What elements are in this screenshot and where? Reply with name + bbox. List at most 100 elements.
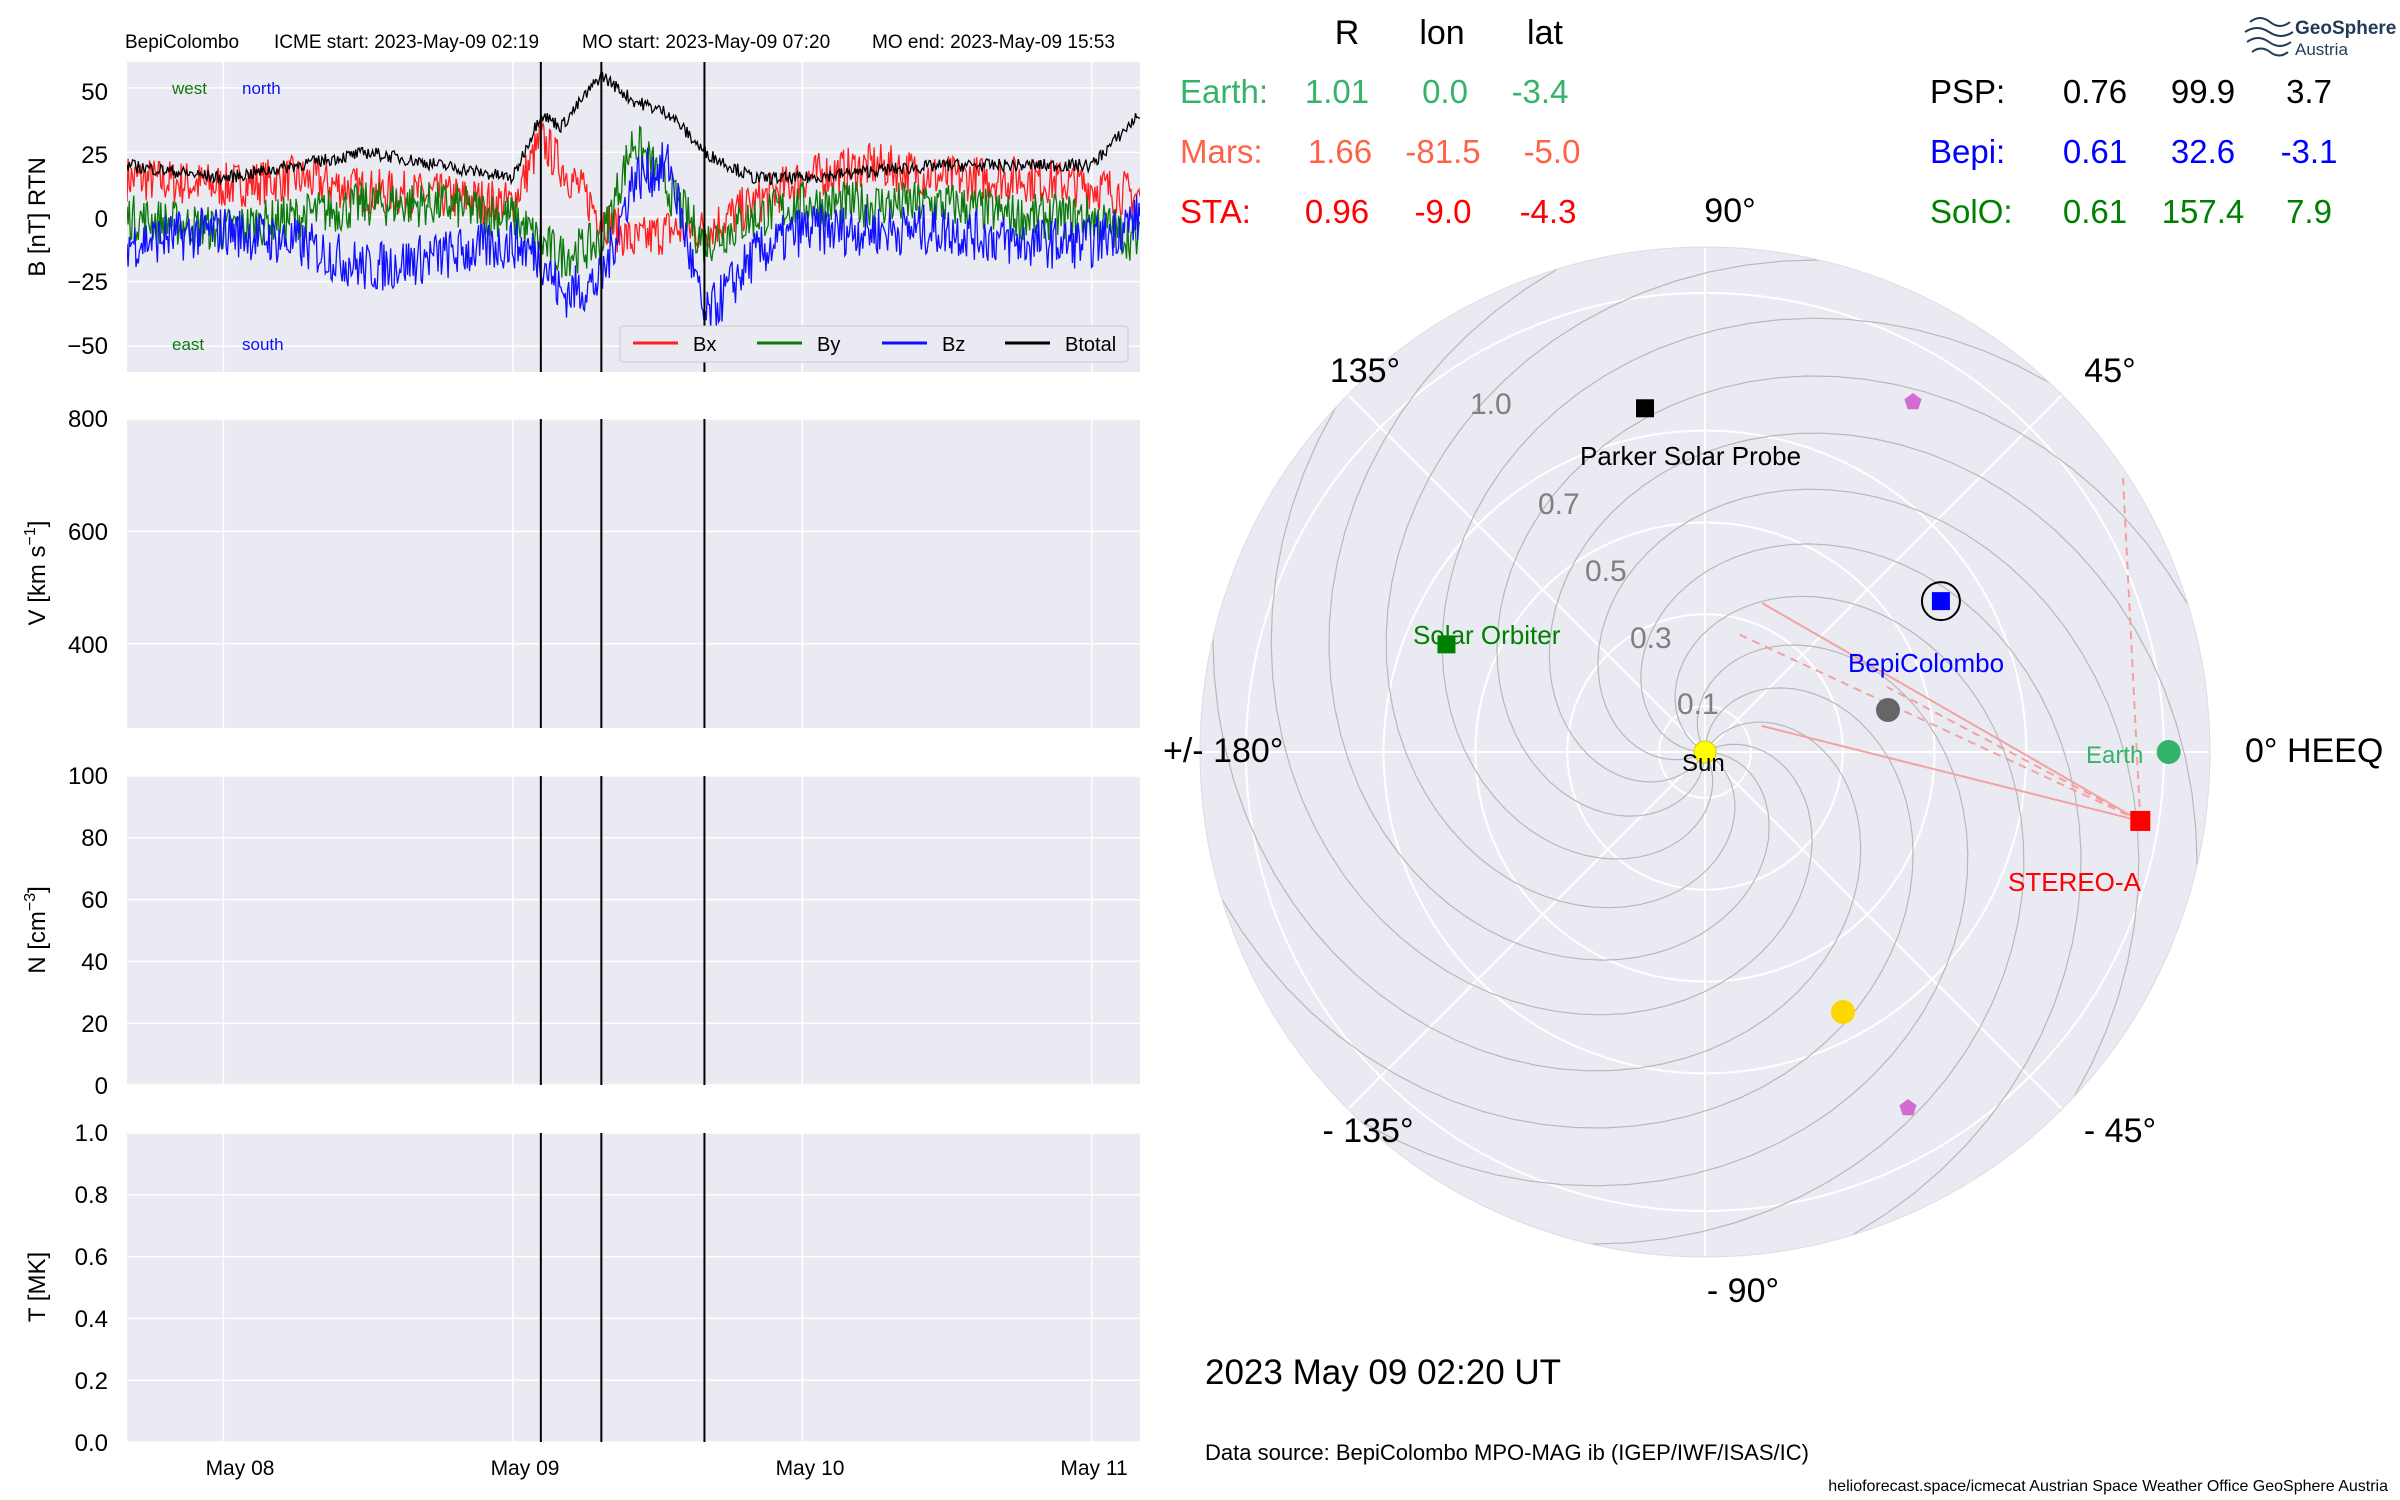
body-marker [1904,393,1922,410]
series-by [127,125,1140,278]
positions-table-left: Earth: 1.01 0.0 -3.4 Mars: 1.66 -81.5 -5… [1180,73,1580,230]
label-east: east [172,335,204,354]
ylabel-end: ] [24,521,51,528]
label-psp: Parker Solar Probe [1580,441,1801,471]
xtick-label: May 09 [491,1457,560,1480]
legend-label: Bz [942,334,965,356]
ylabel-main: N [cm [24,911,51,974]
polar-radial-labels: 0.1 0.3 0.5 0.7 1.0 [1470,388,1719,721]
ylabel-main: V [km s [24,545,51,625]
radial-label: 0.7 [1538,488,1580,521]
earth-marker [2156,740,2181,764]
panel-v-yticks: 800 600 400 [68,406,108,659]
ytick-label: 40 [81,949,108,976]
x-ticks: May 08 May 09 May 10 May 11 [206,1457,1128,1480]
cell-name: Mars: [1180,133,1263,170]
ylabel-sup: −1 [22,527,39,545]
logo-wave [2246,37,2292,47]
panel-t-ylabel: T [MK] [24,1252,51,1322]
cell-r: 1.66 [1308,133,1372,170]
logo-line2: Austria [2295,40,2348,59]
ytick-label: 60 [81,887,108,914]
angle-label-135: 135° [1330,352,1400,390]
xtick-label: May 11 [1060,1457,1127,1480]
ylabel-sup: −3 [22,893,39,911]
venus-marker [1831,1000,1855,1024]
cell-lat: -4.3 [1520,193,1577,230]
cell-name: SolO: [1930,193,2013,230]
magnetic-field-series [127,70,1140,330]
sta-marker [2130,810,2151,831]
cell-name: PSP: [1930,73,2005,110]
polar-angle-labels: 90° 45° 0° HEEQ - 45° - 90° - 135° +/- 1… [1163,192,2383,1310]
panel-b-ylabel: B [nT] RTN [24,157,51,277]
panel-t-yticks: 1.0 0.8 0.6 0.4 0.2 0.0 [75,1120,108,1457]
ytick-label: 0.2 [75,1368,108,1395]
positions-table-right: PSP: 0.76 99.9 3.7 Bepi: 0.61 32.6 -3.1 … [1930,73,2337,230]
footer-data-source: Data source: BepiColombo MPO-MAG ib (IGE… [1205,1440,1809,1465]
label-west: west [171,79,207,98]
ytick-label: −50 [67,333,108,360]
event-lines [539,62,706,1442]
psp-marker [1636,399,1655,418]
series-bx [127,122,1140,257]
logo-wave [2251,47,2289,57]
header-spacecraft: BepiColombo [125,32,239,53]
series-btotal [127,70,1140,186]
label-south: south [242,335,284,354]
label-earth: Earth [2086,742,2143,769]
bepi-marker [1931,592,1950,611]
mercury-marker [1876,698,1900,722]
cell-r: 0.61 [2063,193,2127,230]
ytick-label: 1.0 [75,1120,108,1147]
sun-marker [1693,740,1717,764]
parker-spiral [1496,375,2189,817]
legend-box [619,325,1129,363]
ytick-label: 400 [68,632,108,659]
ytick-label: 0 [95,1073,108,1100]
body-marker [1899,1099,1917,1116]
logo-wave [2249,17,2291,27]
polar-spoke [1704,394,2063,753]
panel-v-bg [127,419,1140,728]
series-bz [127,142,1140,330]
angle-label-45: 45° [2084,352,2135,390]
polar-object-labels: Sun Earth STEREO-A BepiColombo Solar Orb… [1413,441,2143,897]
parker-spiral [1212,638,1862,1072]
header-mo-start: MO start: 2023-May-09 07:20 [582,32,830,53]
angle-label-180: +/- 180° [1163,732,1283,770]
panel-v-ylabel: V [km s−1] [22,521,51,626]
cell-lat: -3.1 [2281,133,2338,170]
parker-spiral [1328,268,1770,961]
label-solo: Solar Orbiter [1413,620,1561,650]
panel-n-ylabel: N [cm−3] [22,886,51,974]
radial-label: 1.0 [1470,388,1512,421]
sta-view-line [1886,686,2141,822]
panel-b-yticks: 50 25 0 −25 −50 [67,79,108,360]
label-bepi: BepiColombo [1848,648,2004,678]
cell-lon: 32.6 [2171,133,2235,170]
ytick-label: 50 [81,79,108,106]
cell-lon: 99.9 [2171,73,2235,110]
label-sun: Sun [1682,750,1725,777]
col-header: lon [1419,14,1464,52]
bepi-ring [1920,581,1961,622]
header-mo-end: MO end: 2023-May-09 15:53 [872,32,1115,53]
angle-label-90: 90° [1704,192,1755,230]
angle-label-minus90: - 90° [1707,1272,1779,1310]
ytick-label: 20 [81,1011,108,1038]
cell-lon: -81.5 [1405,133,1480,170]
ytick-label: 800 [68,406,108,433]
legend-label: Bx [693,334,716,356]
panel-b-legend: Bx By Bz Btotal [619,325,1129,363]
panel-n-yticks: 100 80 60 40 20 0 [68,763,108,1100]
panel-n-bg [127,776,1140,1085]
cell-name: Bepi: [1930,133,2005,170]
ytick-label: 0 [95,206,108,233]
ytick-label: 0.4 [75,1306,108,1333]
ytick-label: 25 [81,142,108,169]
row-solo: SolO: 0.61 157.4 7.9 [1930,193,2332,230]
parker-spiral [1591,595,2025,1245]
ytick-label: 0.8 [75,1182,108,1209]
